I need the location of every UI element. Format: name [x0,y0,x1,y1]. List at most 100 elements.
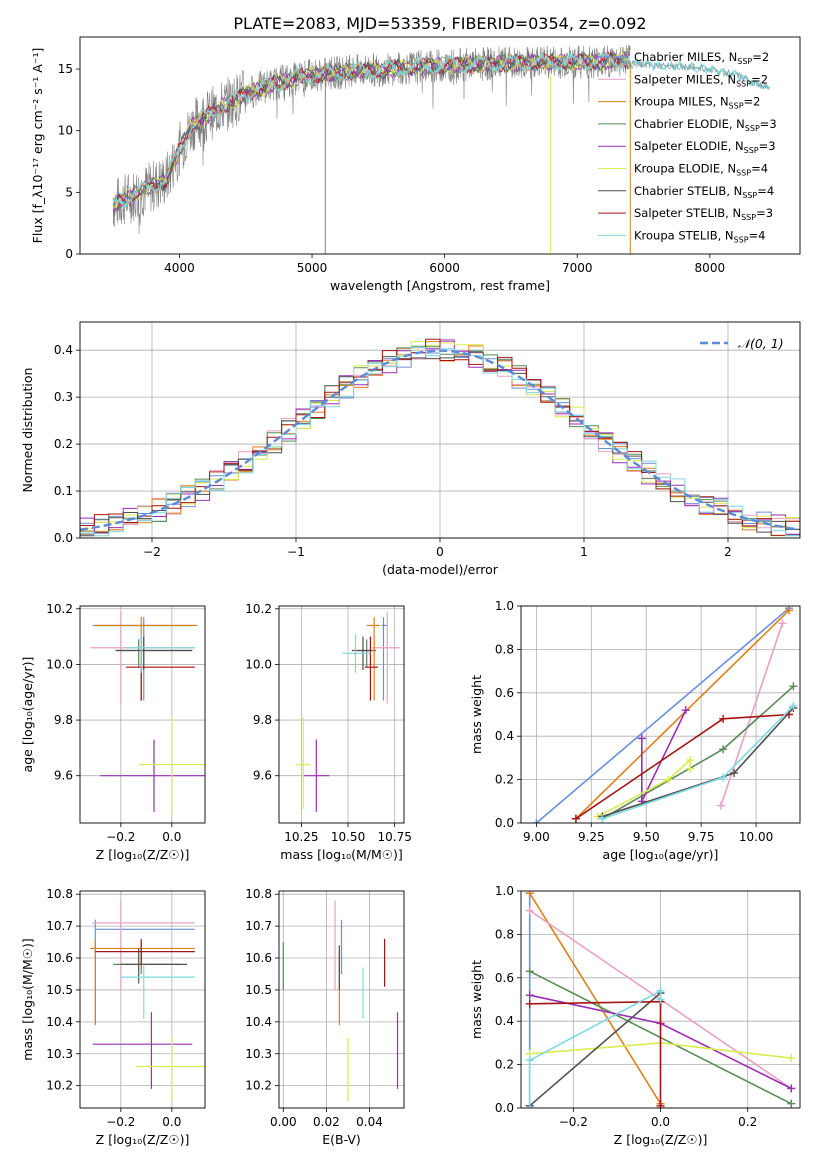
x-tick-label: 0 [436,545,444,559]
legend-label-salpeter_elodie: Salpeter ELODIE, NSSP=3 [634,139,776,155]
series-line-chabrier_stelib [602,707,794,818]
y-tick-label: 10.6 [245,951,272,965]
series-marker-chabrier_elodie [525,967,534,976]
x-axis-label: age [log₁₀(age/yr)] [603,847,719,862]
series-marker-kroupa_elodie [787,1054,796,1063]
series-marker-kroupa_stelib [525,1104,534,1108]
x-axis-label: mass [log₁₀(M/M☉)] [280,847,402,862]
axes-frame [520,605,801,824]
series-line-kroupa_elodie [597,758,691,818]
series-marker-kroupa_miles [785,606,794,615]
series-marker-kroupa_stelib [719,773,728,782]
y-tick-label: 9.8 [54,713,73,727]
y-axis-label: mass [log₁₀(M/M☉)] [20,938,35,1060]
x-tick-label: −0.2 [559,1115,588,1129]
y-tick-label: 0.6 [495,686,514,700]
series-line-chabrier_stelib [529,992,662,1107]
x-tick-label: 1 [580,545,588,559]
x-tick-label: 8000 [695,261,726,275]
legend-label-kroupa_stelib: Kroupa STELIB, NSSP=4 [634,228,765,244]
x-tick-label: 10.50 [331,830,365,844]
histogram-kroupa_stelib [80,347,800,538]
y-tick-label: 0.4 [495,729,514,743]
series-marker-kroupa_stelib [656,995,665,1004]
series-marker-kroupa_stelib [656,986,665,995]
x-axis-label: E(B-V) [322,1132,361,1147]
axes-frame [79,890,206,1109]
y-tick-label: 5 [65,185,73,199]
y-tick-label: 10.3 [46,1047,73,1061]
legend-label-salpeter_stelib: Salpeter STELIB, NSSP=3 [634,206,773,222]
series-line-salpeter_stelib [529,1000,662,1106]
plot-area [90,611,205,815]
legend-label-gaussian: 𝒩(0, 1) [738,336,784,351]
x-tick-label: 0.0 [162,830,181,844]
x-tick-label: 2 [724,545,732,559]
y-tick-label: 0.0 [495,1101,514,1115]
chart-weight_vs_age: 9.00 9.25 9.50 9.75 10.00 0.0 0.2 0.4 0.6 0.8 1.0 a… [469,599,801,862]
model-line-kroupa_elodie [112,51,630,209]
model-line-kroupa_stelib [112,51,631,210]
y-axis-label: mass weight [469,960,484,1039]
y-axis-label: Flux [f_λ10⁻¹⁷ erg cm⁻² s⁻¹ A⁻¹] [30,48,45,244]
series-line-salpeter_miles [720,623,784,806]
x-tick-label: 0.0 [651,1115,670,1129]
y-tick-label: 0.2 [54,437,73,451]
x-tick-label: 9.00 [523,830,550,844]
x-tick-label: 10.75 [377,830,411,844]
y-tick-label: 0.3 [54,390,73,404]
y-tick-label: 0.6 [495,971,514,985]
histogram-chabrier_elodie [80,345,800,538]
x-axis-label: (data-model)/error [382,562,499,577]
y-tick-label: 10.0 [245,657,272,671]
y-tick-label: 0.2 [495,773,514,787]
series-line-chabrier_miles [535,607,790,823]
x-tick-label: 0.2 [738,1115,757,1129]
y-tick-label: 0.4 [54,343,73,357]
axes-frame [520,890,801,1109]
y-tick-label: 10 [58,124,73,138]
y-tick-label: 0.0 [54,531,73,545]
x-axis-label: Z [log₁₀(Z/Z☉)] [614,1132,708,1147]
spectrum-data-line [112,44,631,234]
y-tick-label: 10.7 [245,919,272,933]
y-tick-label: 10.2 [46,602,73,616]
legend-label-chabrier_stelib: Chabrier STELIB, NSSP=4 [634,184,774,200]
series-marker-salpeter_elodie [637,734,646,743]
legend-label-kroupa_miles: Kroupa MILES, NSSP=2 [634,95,760,111]
y-tick-label: 9.6 [253,769,272,783]
y-tick-label: 10.4 [46,1015,73,1029]
series-marker-chabrier_elodie [789,682,798,691]
x-tick-label: 9.75 [688,830,715,844]
plot-area [532,606,798,823]
legend: Chabrier MILES, NSSP=2 Salpeter MILES, NS… [598,50,777,244]
plot-area [80,338,800,538]
y-tick-label: 9.8 [253,713,272,727]
chart-age_vs_mass: 10.25 10.50 10.75 9.6 9.8 10.0 10.2 mass [log₁₀… [245,602,412,862]
y-tick-label: 0.1 [54,484,73,498]
series-marker-kroupa_stelib [789,701,798,710]
series-marker-kroupa_miles [525,891,534,898]
series-marker-chabrier_stelib [730,769,739,778]
y-tick-label: 0.8 [495,642,514,656]
series-line-salpeter_elodie [641,709,687,802]
x-tick-label: 10.25 [284,830,318,844]
y-tick-label: 15 [58,62,73,76]
y-tick-label: 1.0 [495,599,514,613]
data-line-red-extension [623,59,770,90]
y-tick-label: 10.2 [46,1079,73,1093]
x-tick-label: 9.50 [633,830,660,844]
x-tick-label: 6000 [429,261,460,275]
x-tick-label: 0.00 [270,1115,297,1129]
histogram-chabrier_miles [80,338,800,538]
chart-mass_vs_Z: −0.2 0.0 10.2 10.3 10.4 10.5 10.6 10.7 10.8 Z [lo… [20,887,206,1147]
series-marker-kroupa_elodie [686,764,695,773]
y-tick-label: 0 [65,247,73,261]
x-tick-label: −0.2 [106,1115,135,1129]
x-tick-label: 9.25 [578,830,605,844]
axes-frame [79,605,206,824]
series-marker-salpeter_stelib [571,814,580,823]
y-tick-label: 10.8 [46,887,73,901]
y-axis-label: age [log₁₀(age/yr)] [20,657,35,773]
